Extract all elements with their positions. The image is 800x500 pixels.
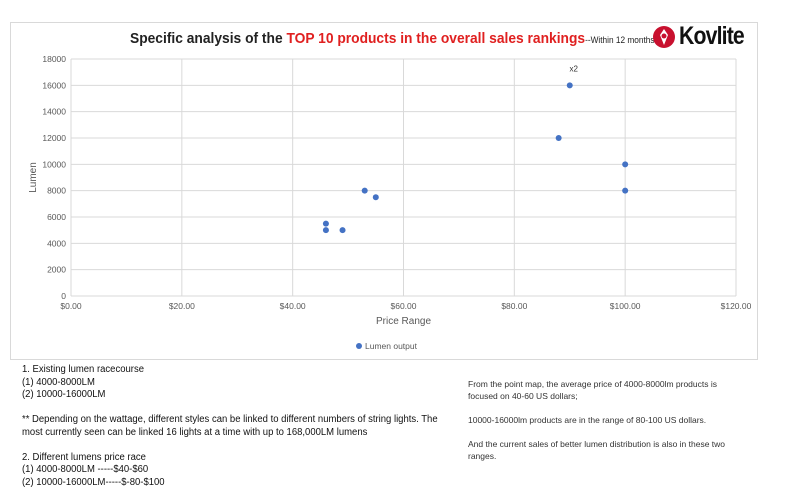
legend-marker (356, 343, 362, 349)
logo-text: Kovlite (679, 22, 745, 50)
x-tick-label: $0.00 (60, 301, 82, 311)
y-tick-label: 12000 (42, 133, 66, 143)
data-point (555, 135, 562, 141)
data-point (339, 227, 346, 234)
y-tick-label: 2000 (47, 265, 66, 275)
x-tick-label: $60.00 (391, 301, 417, 311)
data-label: x2 (570, 64, 579, 73)
x-tick-label: $80.00 (501, 301, 527, 311)
data-point (322, 227, 329, 234)
note-line: 1. Existing lumen racecourse (22, 364, 144, 375)
x-axis-label: Price Range (376, 316, 431, 327)
y-tick-label: 8000 (47, 186, 66, 196)
note-line: 2. Different lumens price race (22, 451, 146, 463)
y-axis-label: Lumen (28, 162, 39, 193)
y-tick-label: 14000 (42, 107, 66, 117)
y-tick-label: 6000 (47, 212, 66, 222)
data-point (566, 82, 573, 89)
note-line (22, 402, 438, 415)
data-point (361, 187, 368, 194)
summary-p2: 10000-16000lm products are in the range … (468, 415, 707, 425)
y-tick-label: 18000 (42, 54, 66, 64)
note-line: (2) 10000-16000LM (22, 389, 106, 400)
y-tick-label: 16000 (42, 80, 66, 90)
scatter-plot: 0 2000 4000 6000 8000 10000 12000 14000 16000 180… (28, 54, 752, 351)
logo-icon (653, 25, 675, 48)
y-tick-label: 0 (61, 291, 66, 301)
note-line: ** Depending on the wattage, different s… (22, 414, 438, 425)
chart-title: Specific analysis of the TOP 10 products… (130, 30, 655, 47)
note-line: (2) 10000-16000LM-----$-80-$100 (22, 476, 165, 488)
note-line: (1) 4000-8000LM (22, 376, 95, 388)
x-tick-label: $40.00 (280, 301, 306, 311)
data-point (622, 187, 629, 194)
summary-p1: From the point map, the average price of… (468, 379, 717, 401)
data-point (622, 161, 629, 168)
notes: 1. Existing lumen racecourse (1) 4000-800… (22, 364, 438, 489)
summary-p3: And the current sales of better lumen di… (468, 439, 726, 461)
data-point (322, 220, 329, 227)
x-tick-label: $120.00 (721, 301, 752, 311)
y-tick-label: 10000 (42, 159, 66, 169)
note-line (22, 439, 438, 452)
y-tick-label: 4000 (47, 238, 66, 248)
data-point (372, 194, 379, 201)
x-tick-label: $20.00 (169, 301, 195, 311)
note-line: most currently seen can be linked 16 lig… (22, 426, 368, 438)
legend-label: Lumen output (365, 341, 418, 351)
note-line: (1) 4000-8000LM -----$40-$60 (22, 464, 149, 475)
logo: Kovlite (652, 22, 755, 51)
x-tick-label: $100.00 (610, 301, 641, 311)
